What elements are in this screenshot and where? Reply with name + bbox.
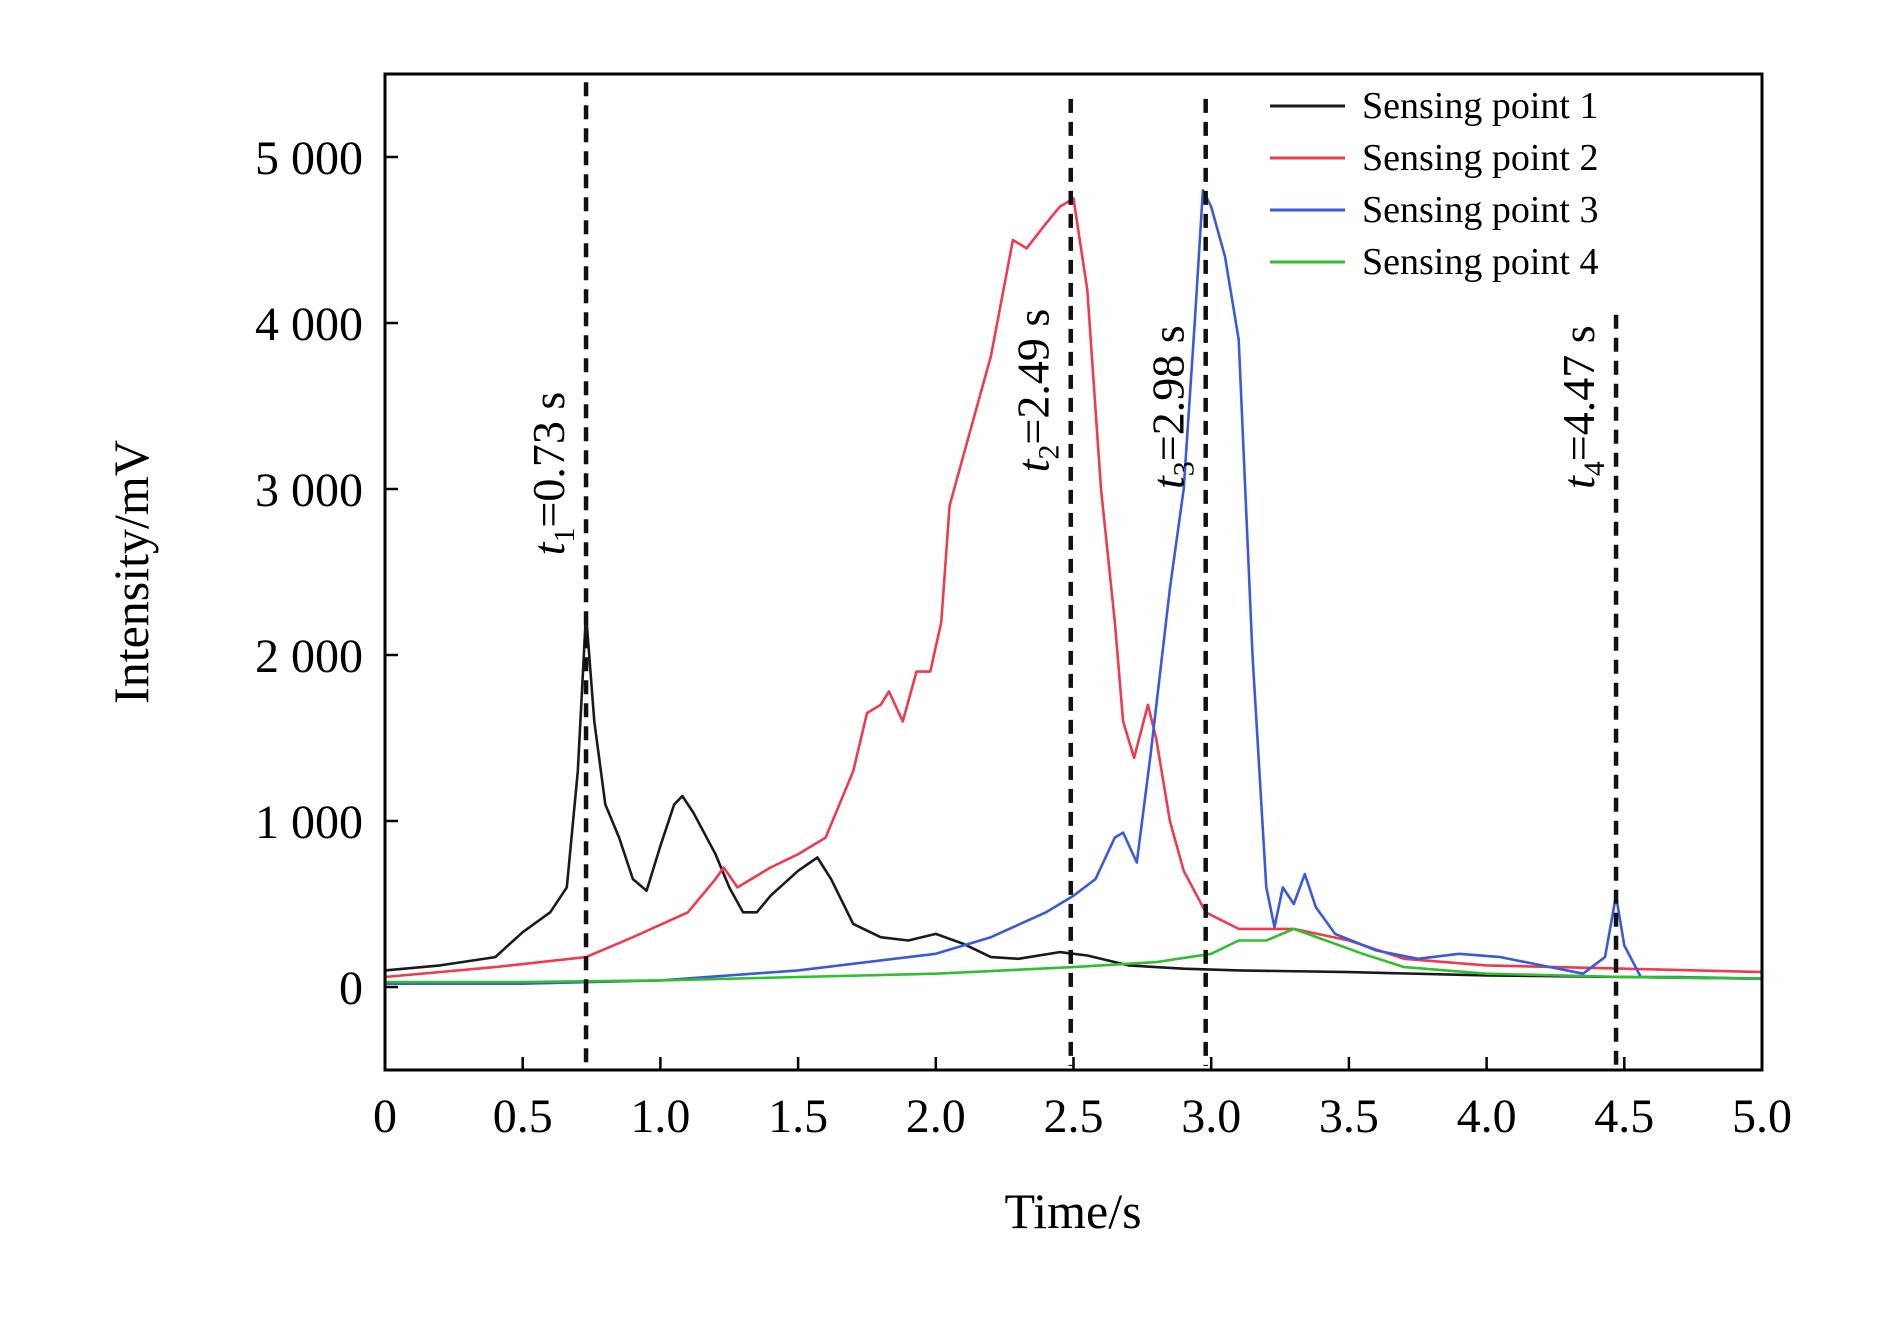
legend-label-4: Sensing point 4 bbox=[1362, 241, 1598, 283]
annotations: t1=0.73 s t2=2.49 s t3=2.98 s t4=4.47 s bbox=[523, 309, 1611, 556]
annotation-lines bbox=[583, 82, 1619, 1066]
y-tick-label: 3 000 bbox=[255, 464, 363, 517]
x-tick-label: 2.5 bbox=[1044, 1090, 1104, 1143]
x-tick-label: 1.5 bbox=[768, 1090, 828, 1143]
series-line-1 bbox=[383, 612, 1764, 980]
x-tick-label: 3.5 bbox=[1319, 1090, 1379, 1143]
annotation-label-4: t4=4.47 s bbox=[1553, 325, 1611, 489]
x-tick-label: 1.0 bbox=[630, 1090, 690, 1143]
y-tick-label: 1 000 bbox=[255, 796, 363, 849]
x-tick-label: 4.5 bbox=[1594, 1090, 1654, 1143]
y-tick-label: 5 000 bbox=[255, 132, 363, 185]
x-axis-label: Time/s bbox=[1004, 1183, 1141, 1239]
legend-label-2: Sensing point 2 bbox=[1362, 137, 1598, 179]
annotation-label-1: t1=0.73 s bbox=[523, 392, 581, 556]
x-tick-labels: 0 0.5 1.0 1.5 2.0 2.5 3.0 3.5 4.0 4.5 5.0 bbox=[373, 1090, 1792, 1143]
series-line-4 bbox=[383, 927, 1764, 984]
y-tick-label: 0 bbox=[339, 962, 363, 1015]
x-tick-label: 2.0 bbox=[906, 1090, 966, 1143]
y-tick-label: 4 000 bbox=[255, 298, 363, 351]
tick-marks bbox=[383, 155, 1764, 1070]
x-tick-label: 0 bbox=[373, 1090, 397, 1143]
series-line-2 bbox=[383, 197, 1764, 979]
legend: Sensing point 1 Sensing point 2 Sensing po… bbox=[1270, 85, 1598, 283]
series-layer bbox=[383, 188, 1764, 985]
legend-label-1: Sensing point 1 bbox=[1362, 85, 1598, 127]
x-tick-label: 3.0 bbox=[1181, 1090, 1241, 1143]
x-tick-label: 5.0 bbox=[1732, 1090, 1792, 1143]
y-axis-label: Intensity/mV bbox=[103, 440, 159, 704]
series-line-3 bbox=[383, 188, 1764, 985]
x-tick-label: 4.0 bbox=[1457, 1090, 1517, 1143]
y-tick-label: 2 000 bbox=[255, 630, 363, 683]
legend-label-3: Sensing point 3 bbox=[1362, 189, 1598, 231]
annotation-label-2: t2=2.49 s bbox=[1008, 309, 1066, 473]
y-tick-labels: 0 1 000 2 000 3 000 4 000 5 000 bbox=[255, 132, 363, 1015]
annotation-label-3: t3=2.98 s bbox=[1143, 325, 1201, 489]
x-tick-label: 0.5 bbox=[493, 1090, 553, 1143]
